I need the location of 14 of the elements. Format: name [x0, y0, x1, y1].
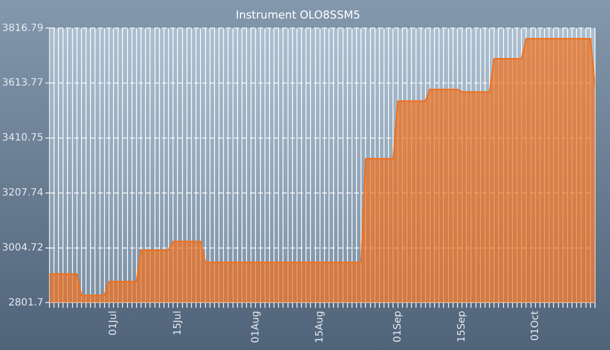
y-tick-label: 3004.72 [2, 242, 44, 254]
x-tick-label: 15Jul [172, 310, 184, 336]
y-tick-label: 2801.7 [8, 297, 44, 308]
chart-title: Instrument OLO8SSM5 [236, 8, 360, 22]
y-tick-label: 3816.79 [2, 22, 44, 34]
y-tick-label: 3207.74 [2, 188, 44, 199]
x-tick-label: 01Oct [530, 310, 541, 341]
x-tick-label: 01Jul [108, 310, 120, 336]
x-tick-label: 01Sep [392, 310, 404, 342]
y-tick-label: 3613.77 [2, 78, 44, 89]
x-tick-label: 15Aug [314, 310, 326, 344]
y-tick-label: 3410.75 [2, 132, 44, 144]
x-tick-label: 15Sep [456, 310, 468, 342]
x-tick-label: 01Aug [250, 310, 262, 344]
